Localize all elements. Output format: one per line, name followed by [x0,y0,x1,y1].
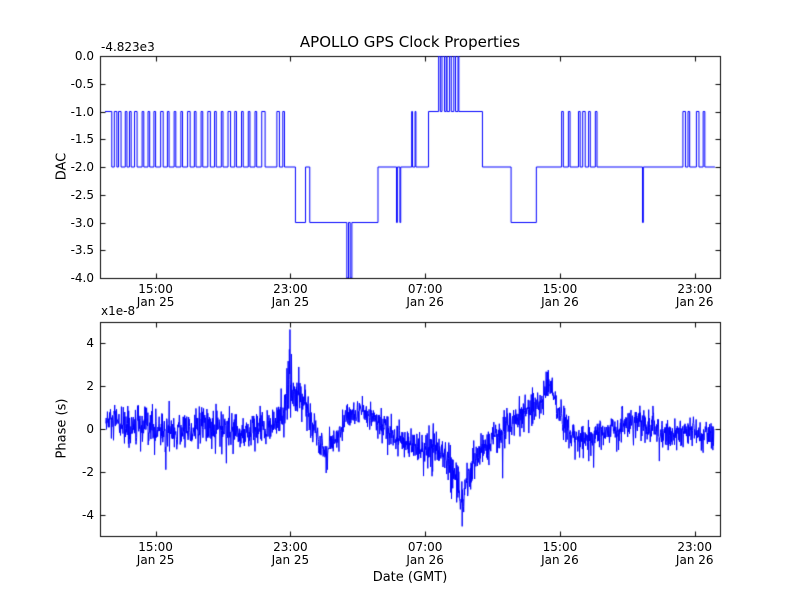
y-tick-label: 4 [86,336,94,351]
x-tick-label-time: 15:00 [138,282,173,296]
x-tick-label-time: 07:00 [407,282,443,296]
y-tick-label: -4 [82,507,94,522]
y-tick-label: -2.0 [70,160,94,174]
y-tick-label: -3.0 [70,215,94,230]
y-tick-label: 0.0 [74,49,94,63]
x-tick-label-date: Jan 26 [675,295,714,309]
x-axis-label: Date (GMT) [372,570,448,585]
x-tick-label-time: 15:00 [138,540,173,554]
y-tick-label: -0.5 [70,76,94,91]
y-tick-label: -1.5 [70,132,94,147]
x-tick-label-date: Jan 25 [271,553,310,567]
x-tick-label-time: 23:00 [273,540,308,554]
y-tick-label: -2 [82,464,94,479]
x-tick-label-date: Jan 26 [675,553,714,567]
x-tick-label-date: Jan 26 [541,553,579,567]
y-tick-label: 0 [86,422,94,436]
phase-scale-label: x1e-8 [101,304,136,318]
x-tick-label-time: 15:00 [542,540,578,554]
x-tick-label-time: 07:00 [407,540,443,554]
x-tick-label-time: 23:00 [677,540,713,554]
x-tick-label-date: Jan 25 [271,295,310,309]
y-tick-label: 2 [86,379,94,394]
y-tick-label: -3.5 [70,243,94,258]
x-tick-label-date: Jan 26 [541,295,579,309]
y-tick-label: -4.0 [70,271,94,285]
y-tick-label: -2.5 [70,187,94,202]
x-tick-label-time: 23:00 [273,282,308,296]
x-tick-label-date: Jan 26 [406,295,444,309]
chart-title: APOLLO GPS Clock Properties [299,33,521,51]
x-tick-label-time: 23:00 [677,282,713,296]
y-tick-label: -1.0 [70,104,94,119]
dac-offset-label: -4.823e3 [101,40,155,54]
x-tick-label-date: Jan 25 [136,295,175,309]
x-tick-label-time: 15:00 [542,282,578,296]
x-tick-label-date: Jan 25 [136,553,175,567]
x-tick-label-date: Jan 26 [406,553,444,567]
